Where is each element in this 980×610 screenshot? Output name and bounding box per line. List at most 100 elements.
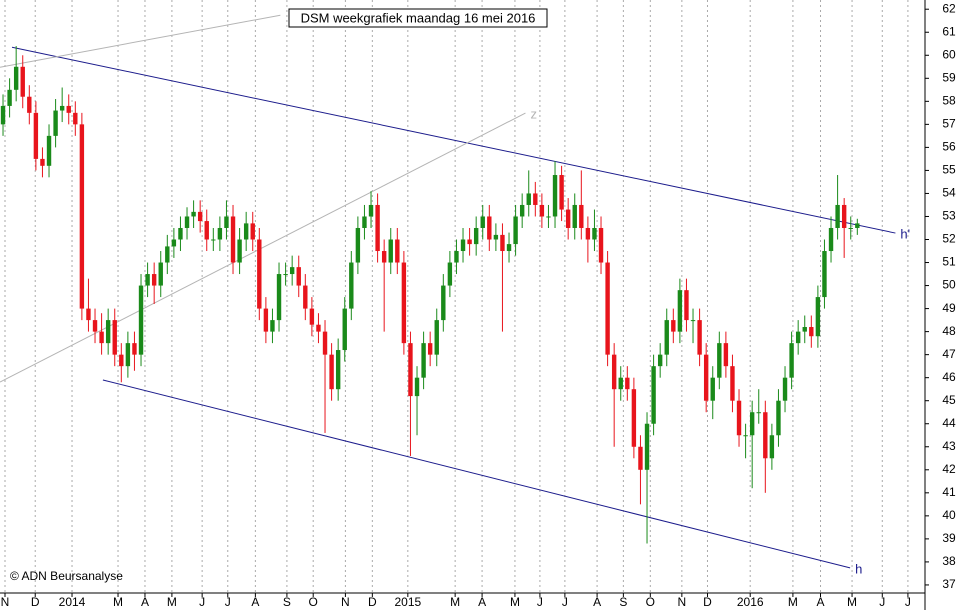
candle-body xyxy=(552,175,558,217)
candle-body xyxy=(211,239,216,241)
y-tick-label: 40 xyxy=(942,508,956,522)
candle-body xyxy=(329,354,334,390)
title-box xyxy=(288,8,548,28)
candle-body xyxy=(395,239,400,263)
axes: 37 38 39 40 41 42 43 44 45 46 47 48 49 50 51 52 53 54 55 56… xyxy=(1,1,956,609)
candle-body xyxy=(651,366,656,424)
x-tick-label: M xyxy=(847,595,857,609)
candle-body xyxy=(802,327,807,332)
candle-body xyxy=(408,343,413,397)
candle-body xyxy=(427,343,433,355)
candle-body xyxy=(776,400,781,436)
candle-body xyxy=(677,290,683,332)
candle-body xyxy=(769,435,775,459)
candle-body xyxy=(86,308,91,321)
candle-body xyxy=(381,251,387,263)
candle-body xyxy=(237,239,242,263)
candle-body xyxy=(756,412,761,414)
candle-body xyxy=(559,175,564,210)
x-tick-label: O xyxy=(309,595,318,609)
candle-body xyxy=(467,239,472,245)
chart-title: DSM weekgrafiek maandag 16 mei 2016 xyxy=(301,10,536,25)
candle-body xyxy=(145,274,150,286)
candle-body xyxy=(835,204,840,228)
candles xyxy=(0,46,860,544)
candle-body xyxy=(257,239,262,309)
candle-body xyxy=(500,234,505,252)
candle-body xyxy=(309,308,315,325)
candle-body xyxy=(782,377,788,401)
candle-body xyxy=(322,331,328,355)
x-tick-label: S xyxy=(619,595,627,609)
x-tick-label: J xyxy=(537,595,543,609)
candle-body xyxy=(513,216,518,245)
candle-body xyxy=(138,285,144,355)
candle-body xyxy=(697,320,702,355)
candle-body xyxy=(565,209,571,228)
y-tick-label: 43 xyxy=(942,439,956,453)
candle-body xyxy=(579,204,584,228)
candle-body xyxy=(79,124,85,309)
candle-body xyxy=(414,377,420,397)
candle-body xyxy=(815,297,821,337)
candle-body xyxy=(184,216,190,228)
candle-body xyxy=(598,227,604,263)
trendline xyxy=(102,379,851,569)
candle-body xyxy=(178,227,183,240)
trendline-label: h' xyxy=(900,226,910,241)
candle-body xyxy=(7,89,12,106)
y-tick-label: 54 xyxy=(942,186,956,200)
candle-body xyxy=(480,216,485,228)
candle-body xyxy=(625,377,630,390)
candle-body xyxy=(276,274,282,321)
x-tick-label: J xyxy=(225,595,231,609)
trendline-label: h xyxy=(855,561,862,576)
x-tick-label: M xyxy=(450,595,460,609)
candle-body xyxy=(749,412,755,436)
candle-body xyxy=(0,105,6,125)
candle-body xyxy=(841,204,847,228)
candle-body xyxy=(342,308,347,351)
y-tick-label: 42 xyxy=(942,462,956,476)
candle-body xyxy=(230,216,236,263)
candle-body xyxy=(191,211,196,217)
x-tick-label: M xyxy=(510,595,520,609)
y-tick-label: 49 xyxy=(942,301,956,315)
y-tick-label: 51 xyxy=(942,255,956,269)
x-tick-label: J xyxy=(879,595,885,609)
x-tick-label: M xyxy=(788,595,798,609)
candle-body xyxy=(171,239,177,247)
candle-body xyxy=(506,244,512,252)
candle-body xyxy=(33,112,39,159)
candle-body xyxy=(717,343,722,378)
x-tick-label: M xyxy=(113,595,123,609)
candle-body xyxy=(283,274,288,276)
candle-body xyxy=(349,262,354,309)
candle-body xyxy=(151,274,157,286)
candle-body xyxy=(539,204,545,217)
y-tick-label: 53 xyxy=(942,209,956,223)
y-tick-label: 37 xyxy=(942,577,956,591)
candle-body xyxy=(46,135,52,166)
candle-body xyxy=(105,320,111,344)
x-tick-label: M xyxy=(167,595,177,609)
candle-body xyxy=(13,66,19,90)
candle-body xyxy=(644,423,650,470)
x-tick-label: J xyxy=(905,595,911,609)
candle-body xyxy=(112,320,117,355)
candle-body xyxy=(526,193,531,205)
trendline xyxy=(0,112,526,383)
candle-body xyxy=(303,285,308,309)
x-tick-label: A xyxy=(817,595,825,609)
y-tick-label: 57 xyxy=(942,117,956,131)
candle-body xyxy=(263,308,269,332)
y-tick-label: 61 xyxy=(942,24,956,38)
candle-body xyxy=(125,343,131,367)
x-tick-label: A xyxy=(478,595,486,609)
candle-body xyxy=(730,366,735,401)
y-tick-label: 56 xyxy=(942,140,956,154)
y-tick-label: 62 xyxy=(942,1,956,15)
candle-body xyxy=(822,251,827,298)
